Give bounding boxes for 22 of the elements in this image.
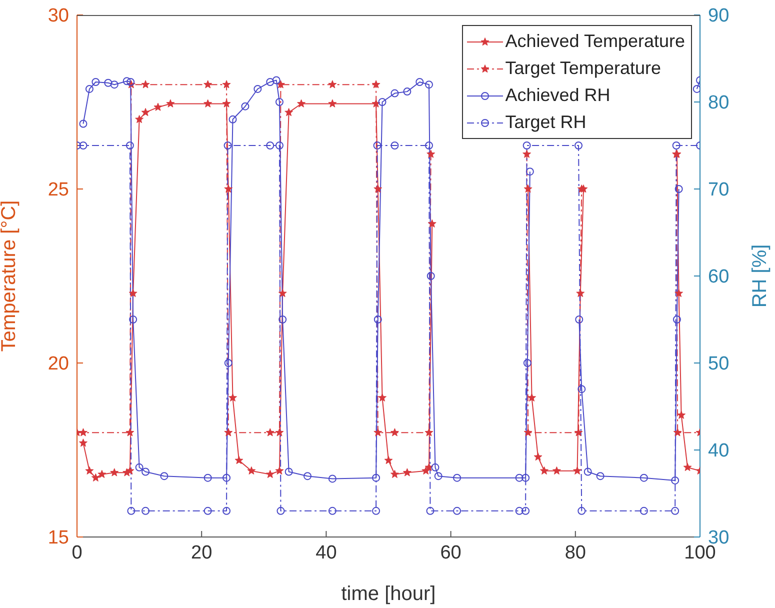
- x-tick-label: 60: [440, 542, 462, 564]
- y-tick-label: 25: [48, 180, 69, 201]
- y-tick-label: 20: [48, 354, 69, 375]
- y2-tick-label: 80: [708, 92, 730, 114]
- x-tick-label: 20: [191, 542, 212, 564]
- y2-tick-label: 90: [708, 6, 730, 27]
- x-tick-label: 80: [564, 542, 586, 564]
- x-tick-label: 40: [316, 542, 337, 564]
- y2-tick-label: 40: [708, 440, 730, 462]
- legend-label: Achieved Temperature: [505, 31, 685, 51]
- y-tick-label: 30: [48, 6, 69, 27]
- y-tick-label: 15: [48, 528, 69, 549]
- y2-axis-title: RH [%]: [749, 244, 772, 308]
- x-axis-title: time [hour]: [341, 583, 436, 605]
- legend-label: Target RH: [505, 112, 586, 132]
- y2-tick-label: 50: [708, 354, 730, 375]
- x-tick-label: 0: [72, 542, 82, 564]
- y2-tick-label: 60: [708, 266, 730, 288]
- y-axis-title: Temperature [°C]: [0, 200, 20, 352]
- legend-label: Achieved RH: [505, 85, 610, 105]
- legend-label: Target Temperature: [505, 58, 661, 78]
- y2-tick-label: 70: [708, 180, 730, 201]
